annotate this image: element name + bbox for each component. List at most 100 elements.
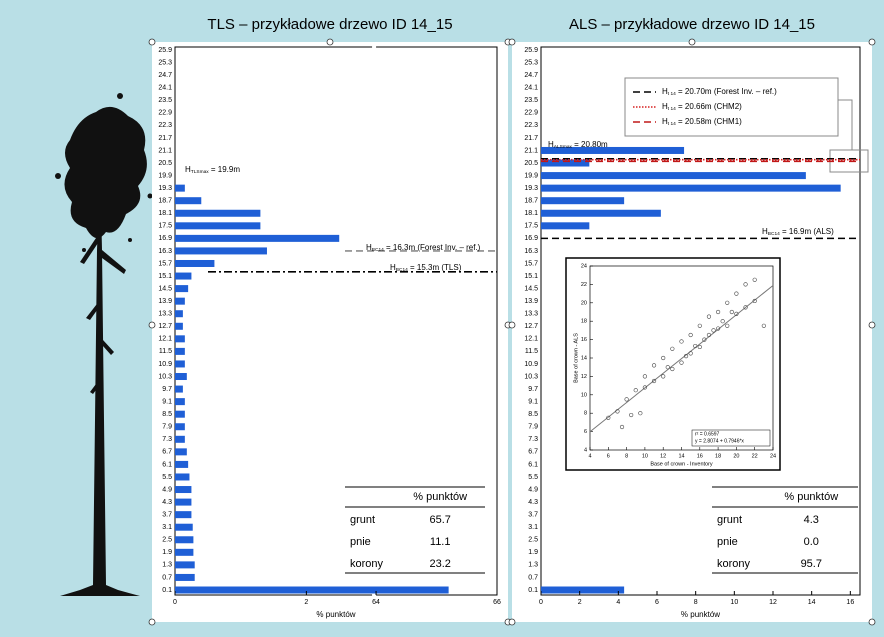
table-header: % punktów [413,491,467,503]
y-tick-label: 14.5 [524,285,538,292]
y-tick-label: 13.3 [158,311,172,318]
point [725,300,730,305]
y-tick-label: 18.1 [524,210,538,217]
point [670,366,675,372]
bar [175,573,195,581]
bar [541,586,625,594]
point [642,374,648,379]
bar [175,360,185,368]
y-tick-label: 1.3 [528,562,538,569]
point [688,332,693,338]
x-tick-label: 2 [304,599,308,606]
point [661,355,666,361]
subscript: BC14 [768,231,780,237]
y-tick-label: 1.9 [528,549,538,556]
label-rest: = 16.3m (Forest Inv. – ref.) [384,243,481,252]
point [743,305,748,310]
label-rest: = 16.9m (ALS) [780,227,834,236]
y-tick-label: 17.5 [158,223,172,230]
point [670,346,675,351]
point [729,309,734,315]
bar [175,197,202,205]
y-tick-label: 22.3 [158,122,172,129]
x-tick-label: 10 [642,453,648,459]
bar [175,184,185,192]
y-tick-label: 8.5 [162,411,172,418]
point [606,415,611,420]
table-cell: 11.1 [430,536,451,548]
y-tick-label: 8.5 [528,411,538,418]
y-tick-label: 24.1 [524,85,538,92]
y-tick-label: 3.1 [528,524,538,531]
legend-label: Ht 14 = 20.66m (CHM2) [662,102,742,112]
reference-label: HBC14 = 15.3m (TLS) [390,263,462,273]
bar [175,234,340,242]
x-tick-label: 12 [660,453,666,459]
y-tick-label: 1.9 [162,549,172,556]
point [711,328,716,333]
y-tick-label: 12.1 [158,336,172,343]
bar [175,347,185,355]
point [752,277,757,282]
x-tick-label: 16 [846,599,854,606]
bar [175,272,192,280]
bar [175,536,194,544]
symbol: H [185,165,191,174]
zoom-connector [838,99,853,150]
bar [175,222,261,230]
bar [175,498,192,506]
y-tick-label: 15.1 [158,273,172,280]
point [702,337,707,342]
y-tick-label: 7.9 [162,424,172,431]
legend-label: Ht 14 = 20.70m (Forest Inv. – ref.) [662,87,777,97]
bar [541,209,661,217]
x-tick-label: 14 [678,453,684,459]
chart-title: ALS – przykładowe drzewo ID 14_15 [569,16,815,33]
y-tick-label: 22 [581,282,587,288]
point [697,323,702,328]
y-tick-label: 6.1 [162,461,172,468]
y-tick-label: 24.7 [524,72,538,79]
table-cell: 23.2 [429,558,450,570]
y-tick-label: 12.1 [524,336,538,343]
point [734,291,739,296]
bar [175,297,185,305]
y-tick-label: 23.5 [524,97,538,104]
point [642,385,648,390]
x-tick-label: 64 [372,599,380,606]
reference-label: HBC14 = 16.9m (ALS) [762,227,834,237]
bar [175,511,192,519]
subscript: ALSmax [554,144,573,150]
y-tick-label: 21.7 [524,135,538,142]
x-tick-label: 6 [655,599,659,606]
table-cell: pnie [350,536,371,548]
y-tick-label: 8 [584,411,587,417]
tree-silhouette [55,93,153,596]
bar [175,310,183,318]
y-tick-label: 9.1 [528,398,538,405]
table-cell: pnie [717,536,738,548]
point [761,323,766,328]
subscript: t 14 [668,121,676,127]
selection-handles [148,38,876,626]
y-tick-label: 9.7 [528,386,538,393]
x-tick-label: 8 [694,599,698,606]
bar [175,586,449,594]
x-tick-label: 12 [769,599,777,606]
y-tick-label: 3.1 [162,524,172,531]
annotation: HTLSmax = 19.9m [185,165,240,175]
point [706,314,712,319]
y-tick-label: 11.5 [159,348,172,355]
bar [175,385,183,393]
y-tick-label: 10 [581,392,587,398]
x-tick-label: 22 [752,453,758,459]
point [624,397,629,402]
x-tick-label: 0 [173,599,177,606]
legend-label: Ht 14 = 20.58m (CHM1) [662,117,742,127]
label-rest: = 20.58m (CHM1) [676,117,742,126]
y-tick-label: 12.7 [524,323,538,330]
point [651,378,657,384]
y-tick-label: 9.7 [162,386,172,393]
subscript: BC14 [372,247,384,253]
x-tick-label: 20 [733,453,739,459]
